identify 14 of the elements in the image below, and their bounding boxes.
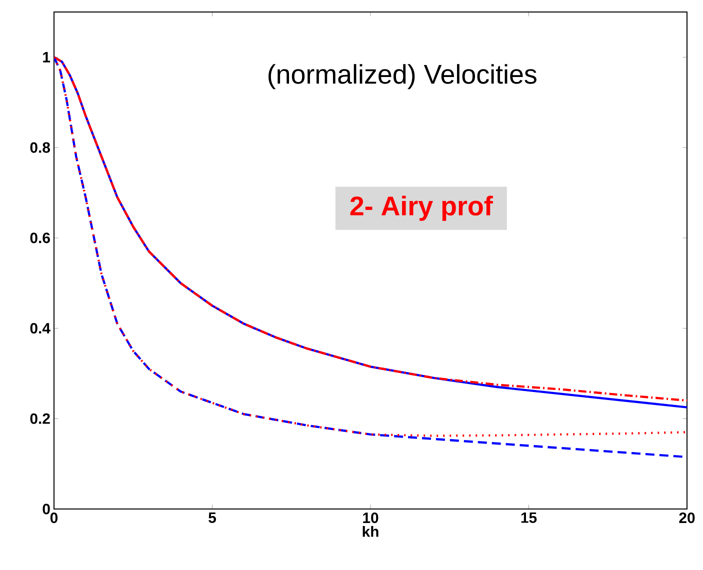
y-tick-label: 0 bbox=[42, 504, 50, 514]
annotation: 2- Airy prof bbox=[350, 196, 493, 221]
x-axis-title: kh bbox=[362, 526, 378, 537]
y-tick-label: 0.8 bbox=[30, 142, 50, 153]
x-tick-label: 20 bbox=[679, 512, 695, 524]
annotation: (normalized) Velocities bbox=[268, 64, 536, 90]
x-tick-label: 10 bbox=[363, 512, 378, 524]
y-tick-label: 0.2 bbox=[30, 413, 50, 424]
y-tick-label: 0.6 bbox=[30, 232, 50, 244]
x-tick-label: 15 bbox=[521, 512, 537, 523]
y-tick-label: 0.4 bbox=[30, 322, 50, 334]
x-tick-label: 0 bbox=[50, 512, 58, 524]
x-tick-label: 5 bbox=[208, 512, 216, 523]
y-tick-label: 1 bbox=[43, 52, 50, 62]
